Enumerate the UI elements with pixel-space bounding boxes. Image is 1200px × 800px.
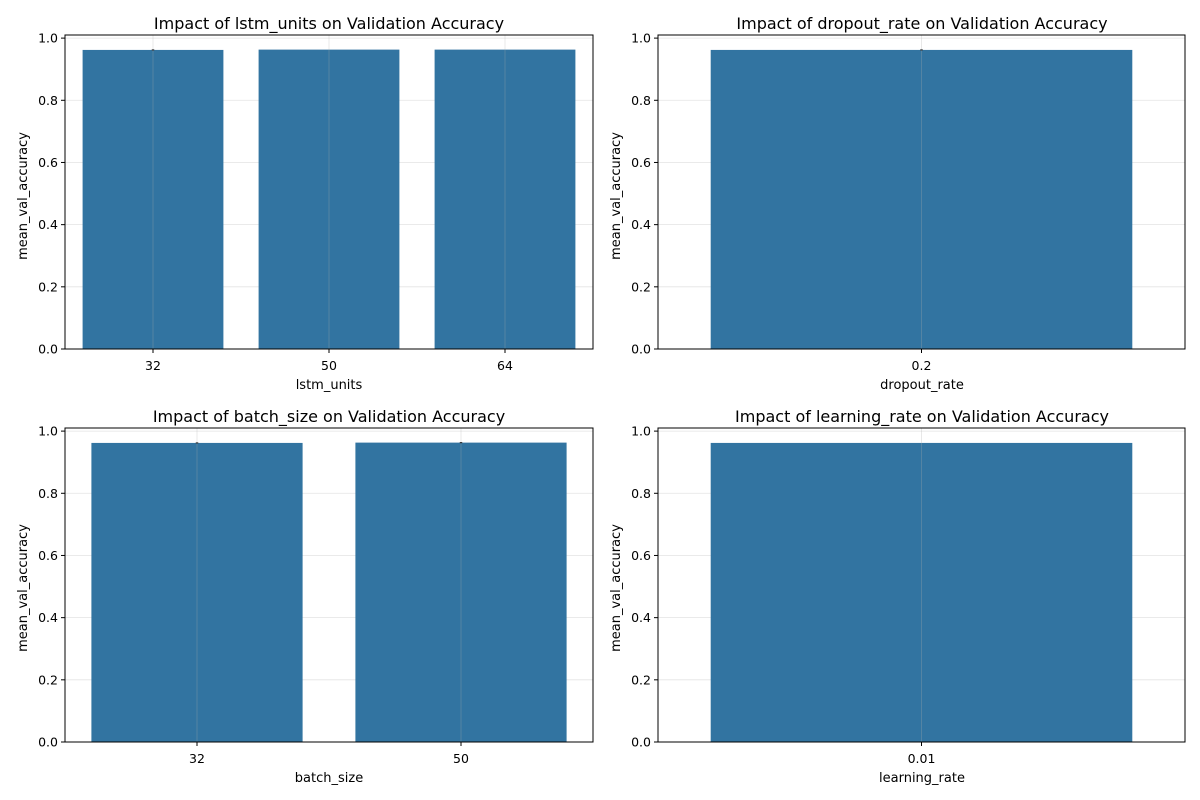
y-tick-label: 0.4 — [631, 610, 651, 625]
x-axis-label: lstm_units — [296, 378, 363, 393]
y-axis-label: mean_val_accuracy — [609, 524, 624, 652]
x-tick-label: 64 — [497, 358, 513, 373]
x-tick-label: 50 — [321, 358, 337, 373]
y-tick-label: 0.4 — [631, 217, 651, 232]
x-tick-label: 0.2 — [912, 358, 932, 373]
y-tick-label: 0.2 — [38, 672, 58, 687]
y-tick-label: 0.8 — [631, 93, 651, 108]
y-tick-label: 0.2 — [631, 279, 651, 294]
subplot-dropout-rate: Impact of dropout_rate on Validation Acc… — [609, 14, 1186, 393]
y-tick-label: 0.6 — [38, 548, 58, 563]
y-tick-label: 0.4 — [38, 217, 58, 232]
y-tick-label: 0.0 — [38, 735, 58, 750]
chart-title: Impact of lstm_units on Validation Accur… — [154, 14, 504, 34]
x-tick-label: 32 — [145, 358, 161, 373]
x-tick-label: 0.01 — [908, 751, 936, 766]
bar — [91, 442, 303, 742]
y-tick-label: 0.6 — [38, 155, 58, 170]
y-tick-label: 0.8 — [38, 93, 58, 108]
y-axis-label: mean_val_accuracy — [609, 132, 624, 260]
bar — [258, 49, 400, 350]
x-axis-label: learning_rate — [879, 771, 965, 786]
y-tick-label: 0.2 — [631, 672, 651, 687]
subplot-batch-size: Impact of batch_size on Validation Accur… — [16, 407, 594, 786]
y-tick-label: 0.2 — [38, 279, 58, 294]
chart-title: Impact of batch_size on Validation Accur… — [153, 407, 505, 427]
axes-frame — [64, 427, 594, 743]
x-tick-label: 32 — [189, 751, 205, 766]
y-tick-label: 1.0 — [631, 424, 651, 439]
bar — [434, 49, 576, 350]
chart-title: Impact of learning_rate on Validation Ac… — [735, 407, 1109, 427]
y-tick-label: 0.0 — [631, 735, 651, 750]
x-axis-label: dropout_rate — [880, 378, 964, 393]
y-tick-label: 1.0 — [38, 31, 58, 46]
y-tick-label: 0.6 — [631, 155, 651, 170]
y-axis-label: mean_val_accuracy — [16, 524, 31, 652]
x-axis-label: batch_size — [295, 771, 363, 786]
y-tick-label: 0.8 — [38, 486, 58, 501]
y-tick-label: 0.8 — [631, 486, 651, 501]
y-tick-label: 1.0 — [38, 424, 58, 439]
y-axis-label: mean_val_accuracy — [16, 132, 31, 260]
y-tick-label: 0.4 — [38, 610, 58, 625]
chart-title: Impact of dropout_rate on Validation Acc… — [736, 14, 1107, 34]
bar — [710, 49, 1133, 350]
x-tick-label: 50 — [453, 751, 469, 766]
bar — [355, 442, 567, 742]
y-tick-label: 0.0 — [38, 342, 58, 357]
bar — [710, 442, 1133, 742]
subplot-lstm-units: Impact of lstm_units on Validation Accur… — [16, 14, 594, 393]
y-tick-label: 0.6 — [631, 548, 651, 563]
y-tick-label: 0.0 — [631, 342, 651, 357]
subplot-learning-rate: Impact of learning_rate on Validation Ac… — [609, 407, 1186, 786]
y-tick-label: 1.0 — [631, 31, 651, 46]
bar — [82, 49, 224, 350]
